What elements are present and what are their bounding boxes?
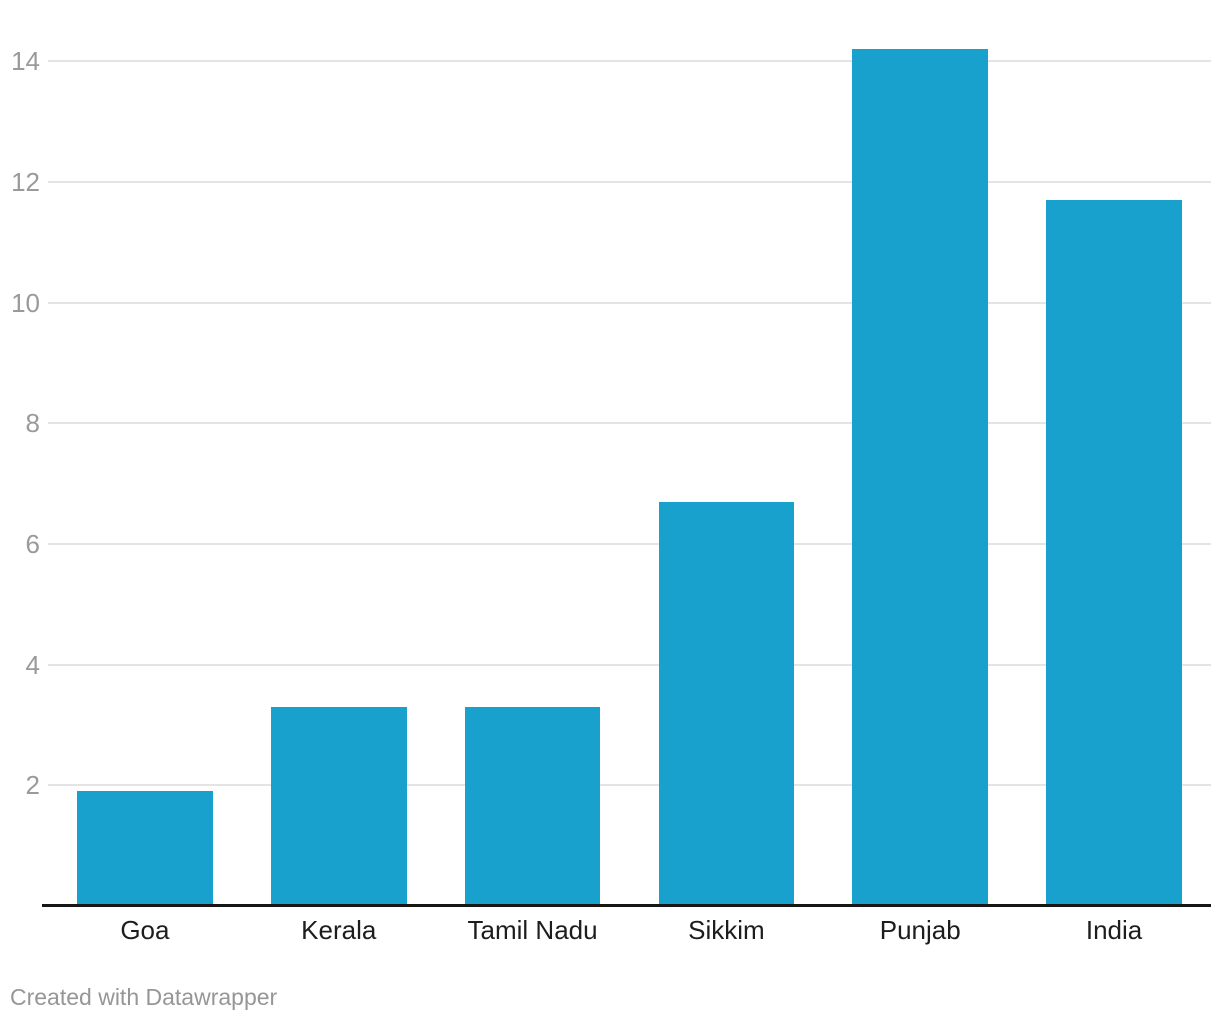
bar-sikkim — [658, 501, 795, 906]
bar-goa — [77, 791, 213, 906]
gridline — [48, 784, 1211, 787]
gridline — [48, 422, 1211, 425]
bar-kerala — [270, 706, 407, 906]
y-tick-label: 14 — [11, 46, 40, 77]
bar-india — [1046, 200, 1182, 906]
bar-tamil-nadu — [464, 706, 601, 906]
gridline — [48, 181, 1211, 183]
y-tick-label: 10 — [11, 287, 40, 318]
x-category-label: Sikkim — [688, 915, 765, 945]
gridline — [48, 301, 1211, 304]
y-tick-label: 2 — [25, 770, 40, 801]
x-category-label: India — [1085, 915, 1143, 945]
gridline — [48, 543, 1211, 545]
y-tick-label: 8 — [25, 408, 40, 439]
x-category-label: Goa — [120, 915, 170, 945]
attribution-text: Created with Datawrapper — [10, 984, 278, 1010]
x-category-label: Tamil Nadu — [467, 915, 598, 945]
gridline — [48, 663, 1211, 666]
x-category-label: Punjab — [879, 915, 961, 945]
x-category-label: Kerala — [301, 915, 377, 945]
y-tick-label: 4 — [25, 649, 40, 680]
gridline — [48, 60, 1211, 63]
x-axis-line — [42, 904, 1211, 907]
y-tick-label: 6 — [25, 529, 40, 559]
y-tick-label: 12 — [11, 167, 40, 197]
bar-punjab — [852, 49, 989, 906]
